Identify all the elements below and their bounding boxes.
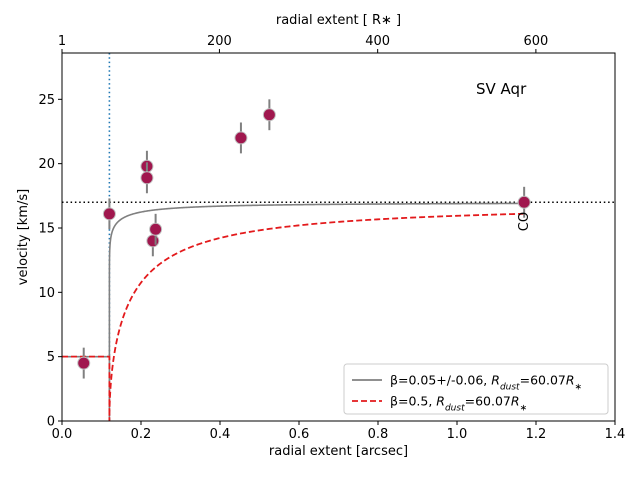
plot-frame	[61, 52, 616, 422]
x-axis-label: radial extent [arcsec]	[269, 444, 408, 459]
data-point	[146, 234, 160, 248]
legend-entry: β=0.05+/-0.06, Rdust=60.07R∗	[390, 373, 582, 393]
x-tick-label: 1.4	[605, 427, 626, 442]
legend: β=0.05+/-0.06, Rdust=60.07R∗β=0.5, Rdust…	[343, 363, 609, 415]
data-point	[262, 108, 276, 122]
co-point-label: CO	[517, 212, 532, 231]
data-point	[102, 207, 116, 221]
legend-entry: β=0.5, Rdust=60.07R∗	[390, 394, 527, 414]
velocity-law-curve	[62, 202, 525, 421]
y-tick-label: 5	[47, 350, 55, 365]
legend-box	[343, 363, 609, 415]
x-tick-label: 0.0	[52, 427, 73, 442]
top-tick-label: 400	[365, 34, 390, 49]
y-tick-label: 15	[38, 221, 55, 236]
y-axis-label: velocity [km/s]	[16, 189, 31, 285]
data-point	[517, 195, 531, 209]
velocity-law-curve	[62, 212, 525, 421]
x-tick-label: 0.4	[210, 427, 231, 442]
x-tick-label: 1.0	[447, 427, 468, 442]
x-tick-label: 1.2	[526, 427, 547, 442]
data-point	[77, 356, 91, 370]
top-tick-label: 200	[207, 34, 232, 49]
y-tick-label: 0	[47, 415, 55, 430]
data-point	[234, 131, 248, 145]
axes: 0.0 0.2 0.4 0.6 0.8 1.0 1.2 1.4 0 5 10 15 20 25 1 200 40…	[38, 34, 625, 442]
y-tick-label: 10	[38, 286, 55, 301]
x-tick-label: 0.6	[289, 427, 310, 442]
data-point	[140, 171, 154, 185]
top-tick-label: 1	[58, 34, 66, 49]
x-tick-label: 0.8	[368, 427, 389, 442]
star-name-annotation: SV Aqr	[476, 80, 527, 98]
data-points	[77, 99, 531, 379]
y-tick-label: 25	[38, 93, 55, 108]
x-tick-label: 0.2	[131, 427, 152, 442]
top-axis-label: radial extent [ R∗ ]	[276, 13, 401, 28]
data-point	[149, 222, 163, 236]
top-tick-label: 600	[523, 34, 548, 49]
y-tick-label: 20	[38, 157, 55, 172]
